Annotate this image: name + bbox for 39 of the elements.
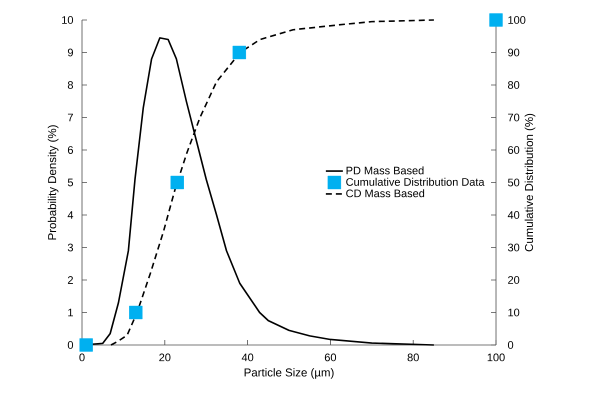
y2-tick-label: 100	[508, 16, 526, 24]
legend-label: CD Mass Based	[346, 189, 424, 198]
y2-tick-label: 10	[508, 308, 520, 316]
y2-tick-label: 20	[508, 276, 520, 284]
y-tick-label: 4	[68, 211, 74, 219]
y2-tick-label: 80	[508, 81, 520, 89]
y-tick-label: 10	[62, 16, 74, 24]
y-tick-label: 5	[68, 178, 74, 186]
y2-tick-label: 60	[508, 146, 520, 154]
legend-label: Cumulative Distribution Data	[346, 178, 485, 186]
x-axis-title: Particle Size (µm)	[244, 368, 334, 379]
x-tick-label: 60	[324, 354, 336, 362]
y2-tick-label: 30	[508, 244, 520, 252]
y-tick-label: 0	[68, 341, 74, 349]
point	[129, 306, 143, 320]
y-tick-label: 1	[68, 308, 73, 316]
y2-axis-title: Cumulative Distribution (%)	[524, 114, 536, 252]
y-tick-label: 6	[68, 146, 73, 154]
point	[79, 338, 93, 352]
point	[232, 46, 246, 60]
point	[170, 176, 184, 190]
y2-tick-label: 70	[508, 114, 520, 122]
x-tick-label: 100	[488, 354, 505, 362]
x-tick-label: 20	[159, 354, 170, 362]
y-tick-label: 7	[68, 114, 73, 122]
y-tick-label: 3	[68, 244, 73, 252]
x-tick-label: 40	[242, 354, 254, 362]
legend-label: PD Mass Based	[346, 166, 424, 174]
y2-tick-label: 0	[508, 341, 514, 349]
y-axis-title: Probability Density (%)	[48, 125, 58, 240]
point	[489, 13, 503, 27]
y-tick-label: 9	[68, 48, 73, 56]
y2-tick-label: 50	[508, 178, 520, 186]
x-tick-label: 0	[79, 354, 85, 362]
y-tick-label: 2	[68, 276, 73, 284]
y2-tick-label: 90	[508, 48, 520, 56]
x-tick-label: 80	[408, 354, 419, 362]
y-tick-label: 8	[68, 81, 73, 89]
y2-tick-label: 40	[508, 211, 520, 219]
